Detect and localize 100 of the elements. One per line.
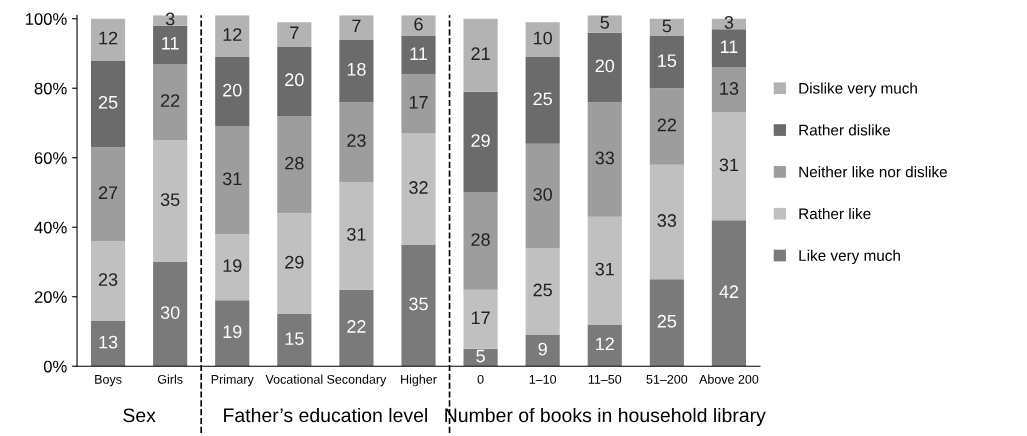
bar [525,56,560,144]
bar [711,29,747,68]
data-label: 25 [98,95,118,109]
data-label: 31 [719,158,739,172]
data-label: 22 [347,320,366,333]
bar [153,140,188,262]
bar [711,67,747,113]
data-label: 25 [533,92,552,106]
data-label: 28 [471,233,490,246]
x-tick-label: Girls [157,374,183,384]
data-label: 17 [471,311,490,324]
data-label: 5 [476,349,485,363]
data-label: 28 [285,156,304,170]
bar [649,18,684,37]
bar [525,143,560,249]
data-label: 32 [409,181,428,194]
bar [463,192,498,290]
bar [649,279,684,367]
data-label: 27 [98,186,118,199]
data-label: 7 [290,26,299,40]
x-tick-label: Primary [211,374,254,387]
data-label: 22 [161,94,180,107]
y-tick-label: 20% [34,291,67,303]
bar [339,289,374,367]
bar [711,220,747,367]
y-tick-label: 40% [34,221,67,234]
bar [153,25,188,64]
data-label: 29 [285,255,304,269]
bar [711,112,747,221]
bar [525,22,560,57]
data-label: 15 [285,332,304,346]
bar [153,261,188,367]
x-tick-label: Boys [95,375,122,387]
data-label: 5 [662,19,672,33]
bar [463,91,498,193]
bar [90,18,126,61]
bar [215,300,250,367]
data-label: 31 [222,172,242,186]
x-tick-label: Secondary [327,374,387,387]
bar [153,63,188,141]
data-label: 3 [165,12,175,26]
data-label: 12 [596,337,614,351]
bar [277,22,312,47]
data-label: 13 [99,335,118,349]
x-tick-label: Vocational [265,374,323,384]
bar [401,74,436,134]
legend-label: Rather dislike [799,124,891,136]
bar [90,147,126,242]
y-tick-label: 60% [34,152,67,164]
data-label: 35 [409,297,428,311]
legend-label: Neither like nor dislike [799,166,947,178]
data-label: 29 [471,134,490,147]
bar [463,289,498,349]
data-label: 31 [347,227,366,241]
x-tick-label: 1–10 [529,374,557,384]
data-label: 11 [410,47,427,60]
data-label: 25 [533,283,552,297]
bar [587,102,622,217]
data-label: 3 [724,16,734,29]
bar [277,116,312,214]
data-label: 21 [471,47,490,60]
x-tick-label: Above 200 [699,374,759,384]
bar [401,244,436,367]
x-tick-label: Higher [401,374,437,387]
data-label: 12 [99,31,118,45]
bar [401,15,436,37]
bar [339,39,374,103]
bar [401,36,436,75]
bar [339,15,374,40]
bar [215,56,250,127]
bar [277,314,312,367]
bar [90,60,126,148]
data-label: 30 [533,188,553,201]
bar [587,216,622,325]
bar [649,36,684,89]
data-label: 9 [538,342,547,356]
data-label: 20 [223,83,242,97]
x-tick-label: 51–200 [646,374,688,384]
bar [649,88,684,165]
data-label: 25 [657,314,677,328]
data-label: 20 [285,73,304,87]
data-label: 13 [720,82,739,95]
bar [463,18,498,92]
bar [525,248,560,335]
data-label: 17 [409,96,428,109]
bar [401,133,436,245]
data-label: 19 [223,325,242,339]
data-label: 12 [223,28,242,41]
y-tick-label: 100% [25,13,67,25]
bar [587,32,622,103]
text: Father’s education level [224,407,427,423]
text: Sex [123,408,156,423]
data-label: 22 [657,118,676,132]
y-tick-label: 80% [34,82,67,95]
data-label: 20 [595,59,615,73]
data-label: 10 [534,31,553,45]
bar [277,213,312,315]
bar [587,324,622,367]
y-tick-label: 0% [43,360,67,373]
bar [215,126,250,235]
